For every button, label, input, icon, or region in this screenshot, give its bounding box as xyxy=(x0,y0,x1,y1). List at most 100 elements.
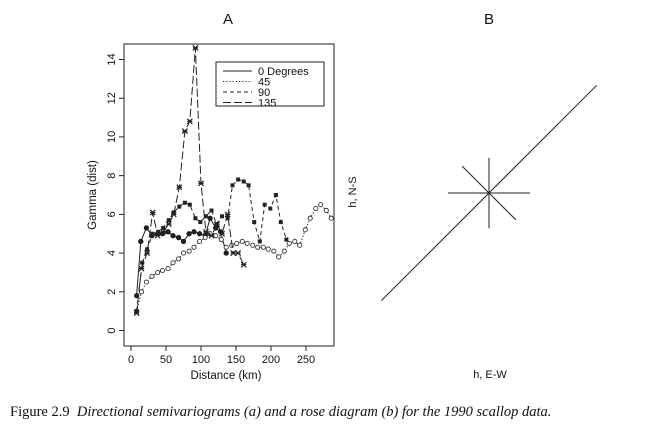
data-point xyxy=(186,118,193,125)
panel-a-x-axis-title: Distance (km) xyxy=(191,370,262,382)
data-point xyxy=(328,215,334,221)
data-point xyxy=(187,202,192,207)
data-point xyxy=(165,229,171,235)
data-point xyxy=(281,248,287,254)
series-135 xyxy=(133,44,247,317)
data-point xyxy=(246,183,251,188)
legend-label: 135 xyxy=(258,98,276,110)
x-tick-label: 150 xyxy=(227,354,245,366)
data-point xyxy=(209,208,214,213)
data-point xyxy=(225,216,230,221)
data-point xyxy=(202,235,208,241)
data-point xyxy=(193,216,198,221)
data-point xyxy=(244,240,250,246)
data-point xyxy=(286,240,292,246)
x-tick-label: 50 xyxy=(160,354,172,366)
rose-ray xyxy=(488,84,598,194)
legend-label: 45 xyxy=(258,77,270,89)
data-point xyxy=(218,236,224,243)
data-point xyxy=(262,202,267,207)
data-point xyxy=(138,289,145,295)
data-point xyxy=(235,250,242,257)
rose-ray xyxy=(380,192,490,302)
y-tick-label: 12 xyxy=(106,92,118,104)
data-point xyxy=(257,239,262,244)
panel-a-plot-frame xyxy=(123,43,335,347)
data-point xyxy=(224,211,231,218)
y-tick-label: 2 xyxy=(106,289,118,295)
legend-label: 0 Degrees xyxy=(258,66,309,78)
panel-b-x-axis-title: h, E-W xyxy=(473,369,507,381)
data-point xyxy=(140,260,145,265)
data-point xyxy=(197,238,203,245)
data-point xyxy=(273,193,278,197)
x-tick-label: 0 xyxy=(128,354,134,366)
data-point xyxy=(323,207,329,214)
data-point xyxy=(207,215,213,221)
rose-ray xyxy=(461,165,490,194)
data-point xyxy=(234,240,240,246)
data-point xyxy=(214,221,221,228)
data-point xyxy=(176,256,182,262)
panel-a-x-axis: 0 50 100 150 200 250 xyxy=(128,346,315,366)
data-point xyxy=(133,310,140,317)
data-point xyxy=(252,220,257,225)
data-point xyxy=(176,234,182,241)
rose-ray xyxy=(488,192,517,221)
data-point xyxy=(268,206,273,211)
data-point xyxy=(191,229,197,235)
figure-caption-label: Figure 2.9 xyxy=(10,404,70,420)
data-point xyxy=(154,232,161,239)
data-point xyxy=(180,250,187,256)
data-point xyxy=(177,204,182,209)
data-point xyxy=(236,177,241,182)
data-point xyxy=(220,214,224,219)
data-point xyxy=(165,221,172,228)
data-point xyxy=(186,248,192,254)
x-tick-label: 250 xyxy=(297,354,315,366)
panel-b-label: B xyxy=(484,11,494,28)
rose-diagram xyxy=(380,84,598,302)
data-point xyxy=(202,228,209,235)
y-tick-label: 10 xyxy=(106,131,118,143)
data-point xyxy=(170,260,176,266)
data-point xyxy=(143,279,149,285)
data-point xyxy=(150,231,155,236)
data-point xyxy=(260,244,266,250)
data-point xyxy=(218,230,226,237)
panel-b-y-axis-title: h, N-S xyxy=(347,176,359,207)
panel-a: A 0 50 100 150 200 250 0 2 4 6 8 10 12 14 Distance (… xyxy=(87,11,335,382)
data-point xyxy=(138,265,145,272)
data-point xyxy=(149,273,155,279)
data-point xyxy=(239,238,245,245)
data-point xyxy=(144,250,151,257)
figure-caption-text: Directional semivariograms (a) and a ros… xyxy=(76,404,552,420)
panel-a-y-axis-title: Gamma (dist) xyxy=(87,160,99,230)
panel-a-label: A xyxy=(223,11,233,28)
x-tick-label: 200 xyxy=(262,354,280,366)
data-point xyxy=(170,233,176,239)
data-point xyxy=(170,211,177,218)
data-point xyxy=(191,244,197,250)
data-point xyxy=(240,261,247,268)
y-tick-label: 0 xyxy=(106,327,118,333)
data-point xyxy=(318,202,324,208)
data-point xyxy=(180,238,187,245)
data-point xyxy=(302,227,308,233)
data-point xyxy=(160,228,167,235)
y-tick-label: 8 xyxy=(106,173,118,179)
series-0-degrees xyxy=(134,215,229,299)
data-point xyxy=(297,242,303,248)
series-90 xyxy=(134,177,289,314)
data-point xyxy=(255,244,261,250)
data-point xyxy=(149,209,156,216)
data-point xyxy=(161,225,166,230)
data-point xyxy=(192,44,199,51)
data-point xyxy=(276,254,282,260)
panel-a-series-layer xyxy=(133,44,334,317)
data-point xyxy=(143,225,149,231)
data-point xyxy=(292,238,298,245)
legend-box xyxy=(215,61,325,107)
